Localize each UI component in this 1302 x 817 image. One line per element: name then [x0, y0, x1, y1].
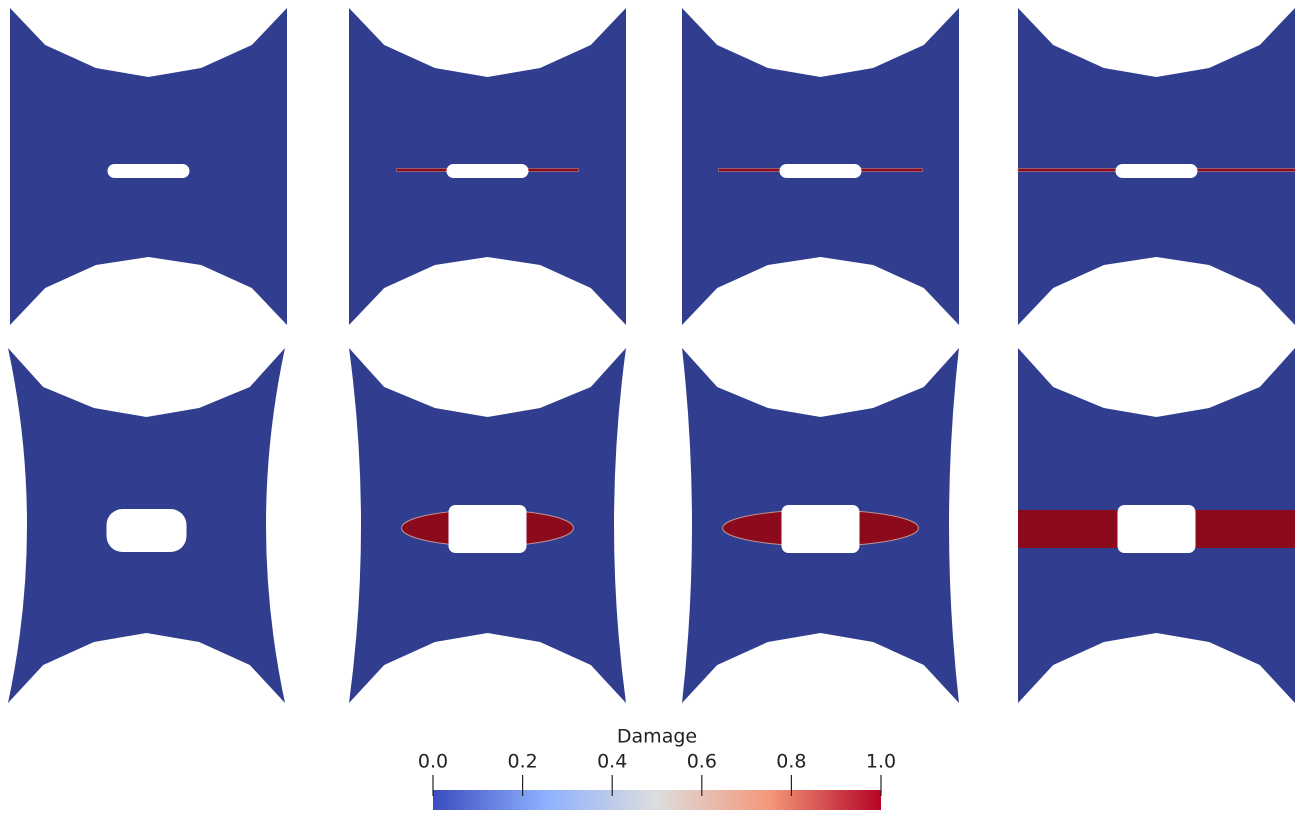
colorbar-tick-label: 0.6 [687, 751, 717, 773]
colorbar [433, 790, 881, 810]
colorbar-title: Damage [617, 726, 697, 748]
colorbar-tick-label: 0.2 [507, 751, 537, 773]
colorbar-tick-label: 0.4 [597, 751, 627, 773]
hole [448, 505, 527, 553]
hole [1115, 164, 1198, 178]
hole [1117, 505, 1196, 553]
colorbar-tick-label: 0.8 [776, 751, 806, 773]
colorbar-tick-label: 0.0 [418, 751, 448, 773]
hole [779, 164, 862, 178]
hole [107, 164, 190, 178]
hole [781, 505, 860, 553]
hole [446, 164, 529, 178]
colorbar-tick-label: 1.0 [866, 751, 896, 773]
hole [106, 509, 187, 552]
